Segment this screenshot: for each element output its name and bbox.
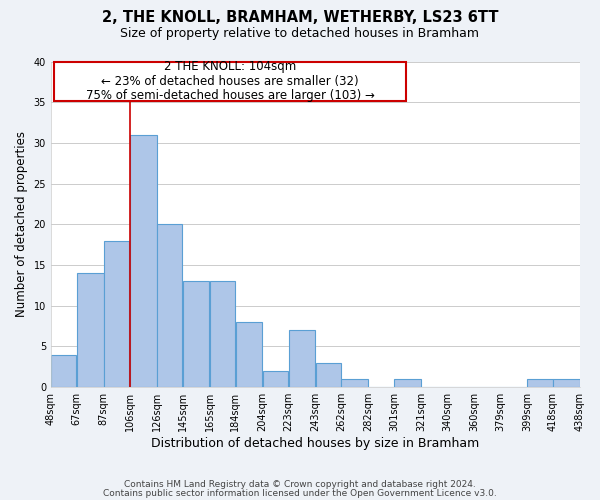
Text: 75% of semi-detached houses are larger (103) →: 75% of semi-detached houses are larger (… (86, 89, 374, 102)
Bar (51, 354, 76, 387)
Bar (553, 379, 580, 387)
Bar (157, 224, 182, 387)
Bar (104, 240, 130, 387)
Bar (210, 282, 235, 387)
Bar (316, 363, 341, 387)
Y-axis label: Number of detached properties: Number of detached properties (15, 132, 28, 318)
Text: Contains HM Land Registry data © Crown copyright and database right 2024.: Contains HM Land Registry data © Crown c… (124, 480, 476, 489)
Text: Contains public sector information licensed under the Open Government Licence v3: Contains public sector information licen… (103, 488, 497, 498)
Text: ← 23% of detached houses are smaller (32): ← 23% of detached houses are smaller (32… (101, 75, 359, 88)
Bar (236, 322, 262, 387)
Bar (527, 379, 553, 387)
Text: 2 THE KNOLL: 104sqm: 2 THE KNOLL: 104sqm (164, 60, 296, 74)
Bar (263, 371, 288, 387)
Text: Size of property relative to detached houses in Bramham: Size of property relative to detached ho… (121, 28, 479, 40)
X-axis label: Distribution of detached houses by size in Bramham: Distribution of detached houses by size … (151, 437, 479, 450)
FancyBboxPatch shape (53, 62, 406, 100)
Bar (77, 273, 104, 387)
Bar (394, 379, 421, 387)
Bar (130, 135, 157, 387)
Text: 2, THE KNOLL, BRAMHAM, WETHERBY, LS23 6TT: 2, THE KNOLL, BRAMHAM, WETHERBY, LS23 6T… (102, 10, 498, 25)
Bar (341, 379, 368, 387)
Bar (289, 330, 315, 387)
Bar (183, 282, 209, 387)
